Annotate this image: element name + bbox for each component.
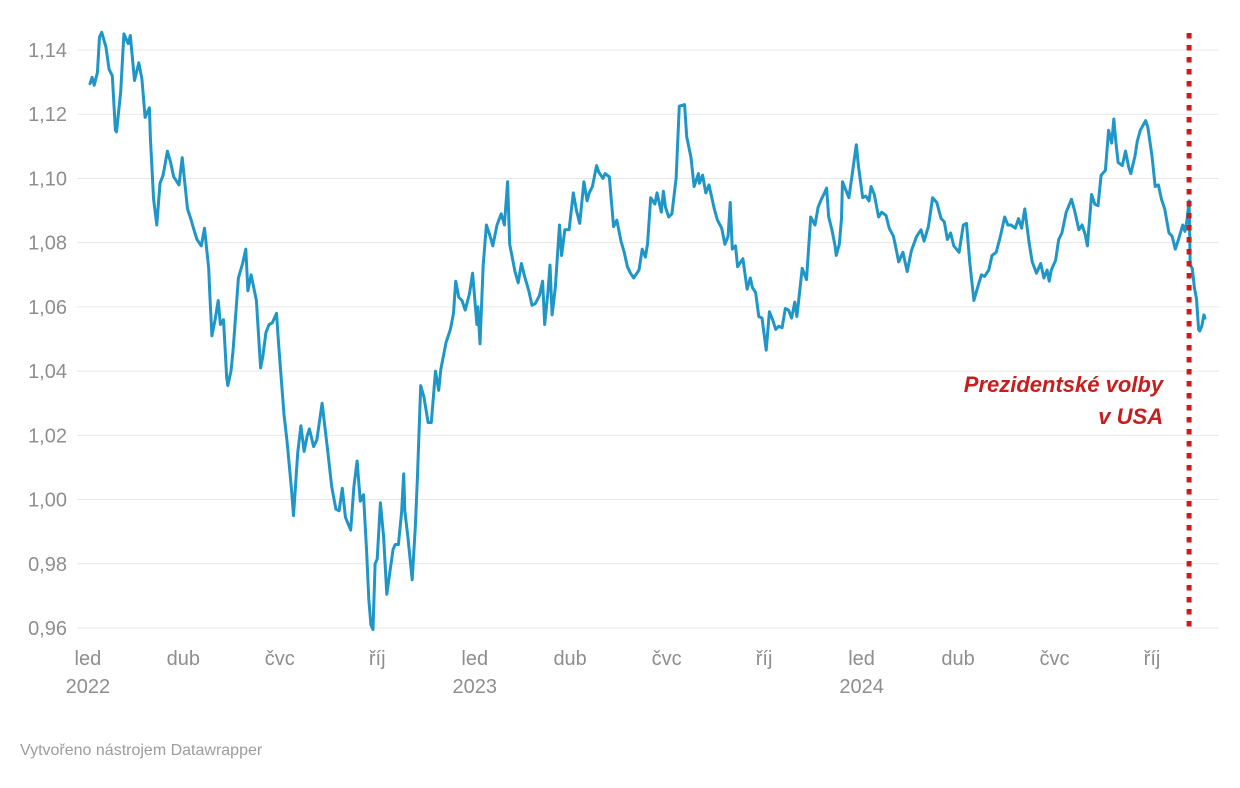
- x-axis-tick-label: čvc: [652, 648, 682, 670]
- x-axis-tick-label: led: [848, 648, 875, 670]
- x-axis-year-label: 2023: [452, 676, 497, 698]
- election-annotation-text: v USA: [1098, 404, 1163, 429]
- y-axis-tick-label: 0,96: [28, 618, 67, 640]
- election-annotation-text: Prezidentské volby: [964, 372, 1165, 397]
- x-axis-tick-label: dub: [167, 648, 200, 670]
- x-axis-tick-label: čvc: [1039, 648, 1069, 670]
- y-axis-tick-label: 1,14: [28, 40, 67, 62]
- y-axis-tick-label: 1,04: [28, 361, 67, 383]
- y-axis-tick-label: 1,06: [28, 297, 67, 319]
- y-axis-tick-label: 1,02: [28, 425, 67, 447]
- x-axis-year-label: 2024: [839, 676, 884, 698]
- series-line-eur-usd: [88, 30, 1207, 632]
- y-axis-tick-label: 1,10: [28, 168, 67, 190]
- x-axis-year-label: 2022: [66, 676, 111, 698]
- x-axis-tick-label: říj: [369, 648, 386, 670]
- x-axis-tick-label: čvc: [265, 648, 295, 670]
- y-axis-tick-label: 1,08: [28, 233, 67, 255]
- datawrapper-credit: Vytvořeno nástrojem Datawrapper: [20, 742, 263, 759]
- x-axis-tick-label: říj: [1144, 648, 1161, 670]
- y-axis-tick-label: 1,12: [28, 104, 67, 126]
- x-axis-tick-label: dub: [553, 648, 586, 670]
- x-axis-tick-label: říj: [756, 648, 773, 670]
- x-axis-tick-label: led: [75, 648, 102, 670]
- y-axis-tick-label: 1,00: [28, 490, 67, 512]
- y-axis-tick-label: 0,98: [28, 554, 67, 576]
- x-axis-tick-label: led: [461, 648, 488, 670]
- x-axis-tick-label: dub: [941, 648, 974, 670]
